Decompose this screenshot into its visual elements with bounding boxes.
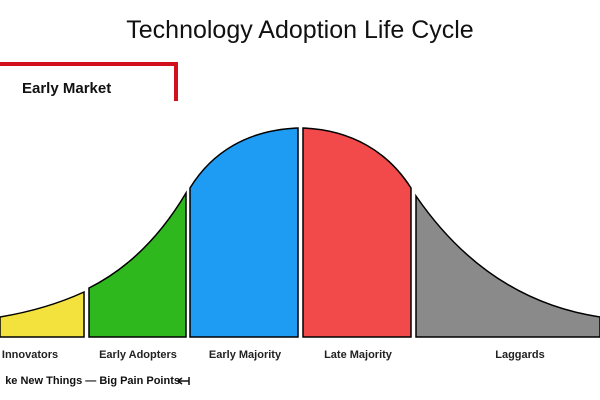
label-early-majority: Early Majority bbox=[208, 349, 282, 361]
left-arrow-end-icon bbox=[176, 377, 190, 385]
label-early-adopters: Early Adopters bbox=[99, 349, 177, 361]
early-market-label: Early Market bbox=[22, 80, 112, 97]
diagram-title: Technology Adoption Life Cycle bbox=[126, 16, 474, 44]
segment-early-adopters bbox=[88, 190, 187, 338]
footer: ke New Things — Big Pain Points bbox=[0, 375, 180, 389]
footer-text: ke New Things — Big Pain Points bbox=[5, 375, 180, 387]
segment-late-majority bbox=[302, 127, 412, 338]
label-innovators: Innovators bbox=[1, 349, 59, 361]
segment-early-majority bbox=[189, 127, 299, 338]
label-late-majority: Late Majority bbox=[324, 349, 392, 361]
segment-laggards bbox=[415, 193, 600, 338]
segment-innovators bbox=[0, 290, 85, 338]
label-laggards: Laggards bbox=[495, 349, 545, 361]
early-market-bracket bbox=[0, 62, 178, 101]
